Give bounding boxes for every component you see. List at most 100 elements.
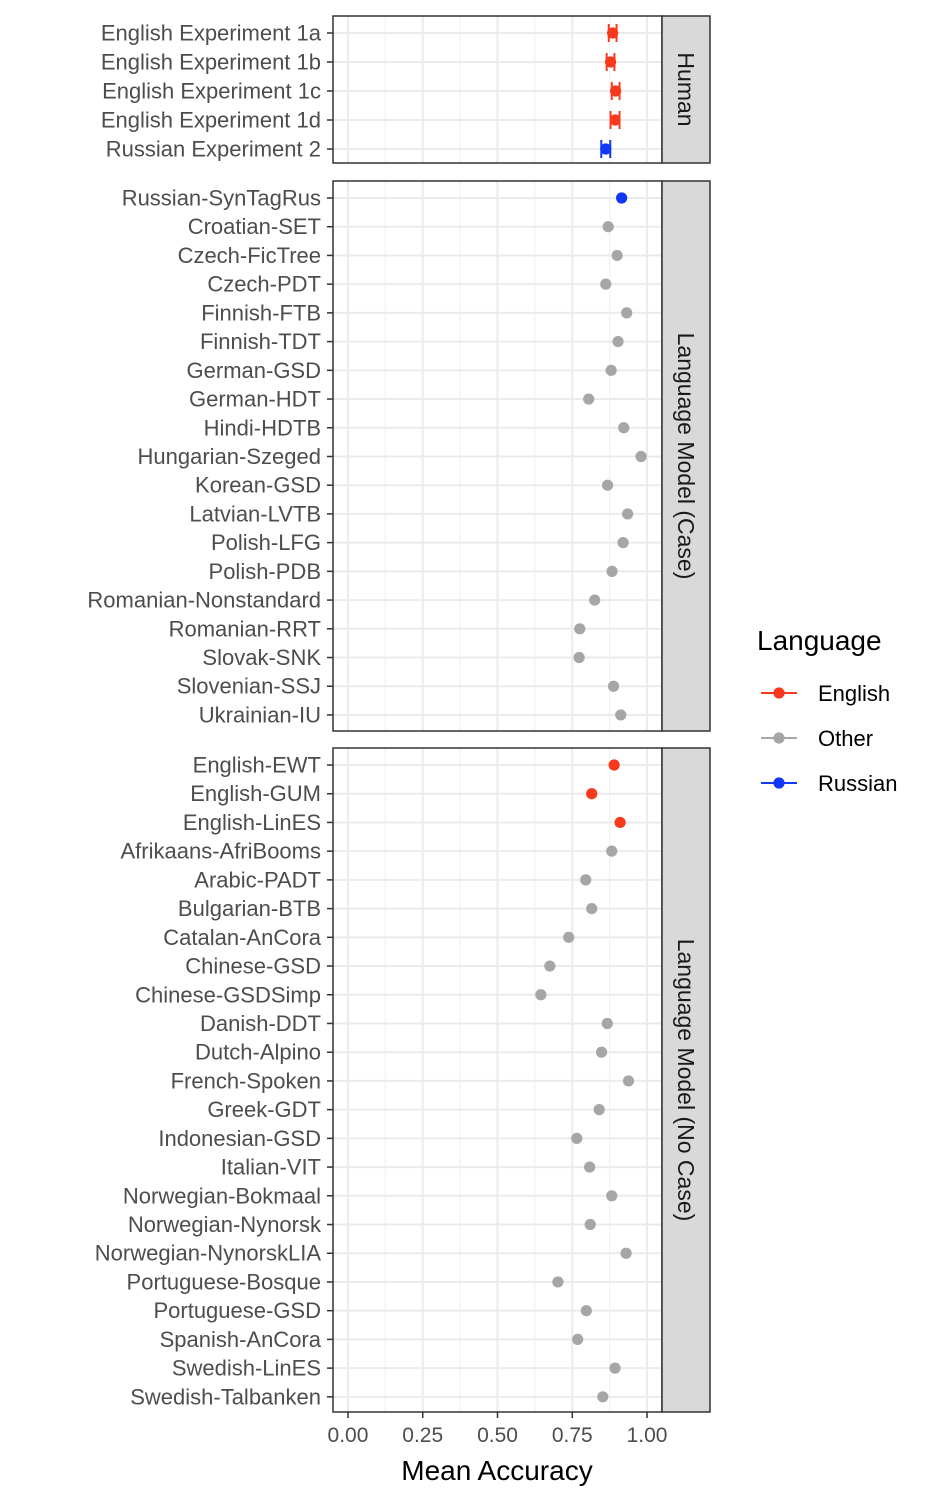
y-tick-label: Swedish-Talbanken <box>130 1384 321 1409</box>
y-tick-label: Swedish-LinES <box>172 1356 321 1381</box>
y-tick-label: French-Spoken <box>171 1068 321 1093</box>
point-finnish-tdt <box>612 336 624 348</box>
y-tick-label: English-LinES <box>183 810 321 835</box>
point-english-experiment-1b <box>604 56 617 68</box>
point-arabic-padt <box>580 874 592 886</box>
point-french-spoken <box>622 1075 635 1087</box>
y-tick-label: Finnish-FTB <box>201 300 321 325</box>
strip-background <box>661 15 711 164</box>
point-german-gsd <box>605 364 617 376</box>
legend-entry-english: English <box>761 681 890 706</box>
legend-key-point <box>773 732 785 744</box>
strip-label: Language Model (Case) <box>673 333 699 580</box>
y-tick-label: Catalan-AnCora <box>163 925 322 950</box>
point-greek-gdt <box>593 1104 605 1116</box>
y-tick-label: Slovenian-SSJ <box>177 674 321 699</box>
strip-background <box>661 747 711 1413</box>
panel-human: English Experiment 1a English Experiment … <box>101 15 711 164</box>
facet-strip: Language Model (No Case) <box>661 747 711 1413</box>
point-chinese-gsdsimp <box>535 989 547 1001</box>
y-tick-label: Afrikaans-AfriBooms <box>120 839 321 864</box>
strip-label: Language Model (No Case) <box>673 939 699 1222</box>
y-tick-label: Russian-SynTagRus <box>122 186 321 211</box>
x-axis-title: Mean Accuracy <box>401 1455 592 1486</box>
point-afrikaans-afribooms <box>606 845 618 857</box>
y-tick-label: English-EWT <box>193 753 321 778</box>
y-tick-label: Arabic-PADT <box>194 867 321 892</box>
y-tick-label: Greek-GDT <box>207 1097 321 1122</box>
point-russian-experiment-2 <box>600 143 612 155</box>
panel-language-model-no-case: English-EWT English-GUM English-LinES Afrik… <box>95 747 711 1413</box>
point-finnish-ftb <box>621 307 633 319</box>
point-danish-ddt <box>601 1017 613 1030</box>
y-tick-label: Slovak-SNK <box>202 645 321 670</box>
y-tick-label: Portuguese-Bosque <box>127 1269 321 1294</box>
point-romanian-rrt <box>574 623 586 635</box>
x-tick-label: 0.50 <box>477 1424 518 1447</box>
legend-label: Russian <box>818 771 897 796</box>
y-tick-label: Portuguese-GSD <box>153 1298 321 1323</box>
facet-strip: Language Model (Case) <box>661 180 711 732</box>
legend: Language English Other Russian <box>757 625 897 796</box>
y-tick-label: Korean-GSD <box>195 473 321 498</box>
legend-key-point <box>773 777 785 789</box>
point-english-lines <box>614 816 626 829</box>
legend-title: Language <box>757 625 882 656</box>
point-english-experiment-1c <box>610 85 622 97</box>
point-dutch-alpino <box>595 1046 608 1058</box>
y-tick-label: Spanish-AnCora <box>160 1327 322 1352</box>
y-tick-label: Bulgarian-BTB <box>178 896 321 921</box>
y-tick-label: Danish-DDT <box>200 1011 321 1036</box>
facet-strip: Human <box>661 15 711 164</box>
y-tick-label: Indonesian-GSD <box>158 1126 321 1151</box>
point-portuguese-bosque <box>552 1276 564 1288</box>
point-korean-gsd <box>601 479 614 491</box>
y-tick-label: Czech-FicTree <box>178 243 321 268</box>
strip-label: Human <box>673 52 699 126</box>
y-tick-label: Norwegian-Bokmaal <box>123 1183 321 1208</box>
x-tick-label: 0.00 <box>328 1424 369 1447</box>
y-tick-label: Norwegian-Nynorsk <box>128 1212 322 1237</box>
y-tick-label: Polish-PDB <box>209 559 321 584</box>
point-slovenian-ssj <box>607 680 620 692</box>
y-tick-label: Ukrainian-IU <box>199 702 321 727</box>
y-tick-label: English Experiment 1b <box>101 50 321 75</box>
point-norwegian-bokmaal <box>606 1190 618 1202</box>
point-catalan-ancora <box>563 931 575 943</box>
y-tick-label: Chinese-GSDSimp <box>135 982 321 1007</box>
point-english-experiment-1d <box>609 114 621 126</box>
point-portuguese-gsd <box>580 1305 592 1317</box>
point-russian-syntagrus <box>616 192 628 204</box>
point-czech-fictree <box>611 249 623 262</box>
y-tick-label: Italian-VIT <box>221 1155 321 1180</box>
x-tick-label: 1.00 <box>627 1424 668 1447</box>
legend-entry-other: Other <box>761 726 873 751</box>
point-swedish-talbanken <box>597 1391 609 1403</box>
x-tick-label: 0.75 <box>552 1424 593 1447</box>
panels: English Experiment 1a English Experiment … <box>87 15 711 1413</box>
point-polish-pdb <box>606 565 618 577</box>
point-norwegian-nynorsklia <box>620 1247 632 1259</box>
x-axis: 0.00 0.25 0.50 0.75 1.00 <box>328 1412 668 1447</box>
y-tick-label: Norwegian-NynorskLIA <box>95 1241 322 1266</box>
y-tick-label: Hindi-HDTB <box>204 415 321 440</box>
y-tick-label: Polish-LFG <box>211 530 321 555</box>
y-tick-label: English Experiment 1d <box>101 108 321 133</box>
point-norwegian-nynorsk <box>584 1218 596 1231</box>
point-romanian-nonstandard <box>589 594 601 606</box>
point-polish-lfg <box>617 537 629 549</box>
point-italian-vit <box>584 1161 596 1173</box>
x-tick-label: 0.25 <box>402 1424 443 1447</box>
y-tick-label: Romanian-RRT <box>169 616 321 641</box>
panel-language-model-case: Russian-SynTagRus Croatian-SET Czech-FicTr… <box>87 180 711 732</box>
point-bulgarian-btb <box>586 903 598 915</box>
point-czech-pdt <box>600 278 612 290</box>
point-spanish-ancora <box>572 1333 584 1345</box>
strip-background <box>661 180 711 732</box>
y-tick-label: English Experiment 1a <box>101 21 322 46</box>
point-hindi-hdtb <box>618 422 630 434</box>
legend-label: Other <box>818 726 873 751</box>
point-swedish-lines <box>609 1362 621 1374</box>
point-chinese-gsd <box>544 960 556 972</box>
